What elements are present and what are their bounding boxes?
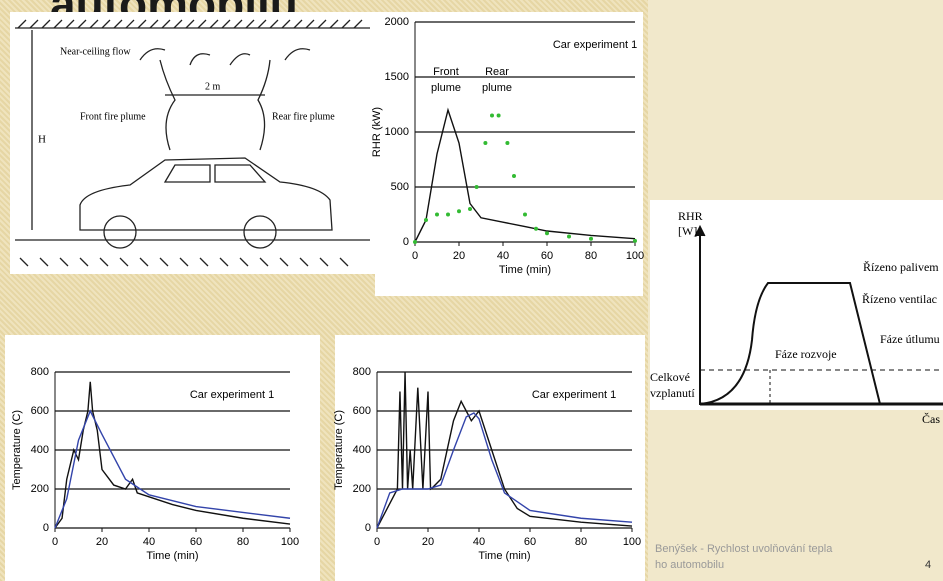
x-tick-label: 20: [453, 250, 465, 262]
x-tick-label: 80: [575, 536, 587, 548]
x-tick-label: 100: [281, 536, 299, 548]
y-tick-label: 400: [353, 444, 371, 456]
y-tick-label: 200: [353, 483, 371, 495]
phase-label: vzplanutí: [650, 386, 695, 400]
diagram-label: H: [38, 134, 46, 146]
x-tick-label: 80: [585, 250, 597, 262]
data-point: [496, 113, 501, 118]
y-axis-label: Temperature (C): [11, 410, 23, 490]
chart-bg: [5, 335, 320, 581]
phase-label: Fáze rozvoje: [775, 347, 837, 361]
x-tick-label: 40: [497, 250, 509, 262]
y-tick-label: 1000: [385, 126, 409, 138]
diagram-label: Near-ceiling flow: [60, 46, 131, 57]
chart-bg: [335, 335, 645, 581]
x-axis-label: Time (min): [146, 550, 198, 562]
y-axis-label: Temperature (C): [333, 410, 345, 490]
y-tick-label: 600: [31, 405, 49, 417]
annotation: plume: [431, 82, 461, 94]
chart-bg: [375, 12, 643, 296]
data-point: [424, 218, 428, 222]
phase-label: Řízeno ventilac: [862, 292, 937, 306]
series-line: [54, 409, 291, 529]
y-tick-label: 0: [365, 522, 371, 534]
page-number: 4: [925, 559, 931, 571]
phase-label: [W]: [678, 224, 697, 238]
data-point: [457, 209, 461, 214]
x-tick-label: 0: [52, 536, 58, 548]
data-point: [446, 212, 450, 217]
chart-title: Car experiment 1: [190, 389, 274, 401]
footer: ho automobilu: [655, 559, 724, 571]
y-tick-label: 800: [353, 366, 371, 378]
y-tick-label: 1500: [385, 71, 409, 83]
data-point: [545, 231, 549, 236]
annotation: Front: [433, 66, 459, 78]
data-point: [474, 185, 479, 189]
y-axis-label: RHR (kW): [371, 107, 383, 157]
x-tick-label: 0: [412, 250, 418, 262]
y-tick-label: 2000: [385, 16, 409, 28]
data-point: [589, 236, 593, 241]
phase-label: Celkové: [650, 370, 690, 384]
x-axis-label: Time (min): [478, 550, 530, 562]
annotation: Rear: [485, 66, 509, 78]
y-tick-label: 500: [391, 181, 409, 193]
footer: Benýšek - Rychlost uvolňování tepla: [655, 543, 833, 555]
data-point: [505, 141, 510, 145]
phase-drawing: [694, 224, 943, 406]
data-point: [413, 240, 417, 244]
x-axis-label: Time (min): [499, 264, 551, 276]
diagram-drawing: [15, 19, 370, 267]
y-tick-label: 0: [43, 522, 49, 534]
series-line: [414, 107, 636, 243]
x-tick-label: 100: [623, 536, 641, 548]
data-point: [483, 141, 488, 145]
chart-title: Car experiment 1: [532, 389, 616, 401]
data-point: [512, 174, 516, 178]
x-tick-label: 100: [626, 250, 644, 262]
x-tick-label: 40: [143, 536, 155, 548]
diagram-label: Rear fire plume: [272, 111, 335, 122]
y-tick-label: 0: [403, 236, 409, 248]
data-point: [468, 207, 472, 211]
y-tick-label: 600: [353, 405, 371, 417]
y-tick-label: 200: [31, 483, 49, 495]
x-tick-label: 40: [473, 536, 485, 548]
data-point: [435, 212, 439, 217]
chart-title: Car experiment 1: [553, 39, 637, 51]
y-tick-label: 800: [31, 366, 49, 378]
x-tick-label: 60: [190, 536, 202, 548]
data-point: [534, 226, 538, 231]
data-point: [490, 113, 494, 118]
series-line: [54, 381, 291, 529]
series-line: [376, 412, 633, 529]
data-point: [523, 212, 527, 217]
phase-label: Čas: [922, 412, 940, 426]
x-tick-label: 20: [422, 536, 434, 548]
phase-label: Řízeno palivem: [863, 260, 939, 274]
x-tick-label: 20: [96, 536, 108, 548]
data-point: [567, 234, 571, 239]
data-point: [633, 238, 637, 243]
diagram-label: 2 m: [205, 81, 221, 92]
y-tick-label: 400: [31, 444, 49, 456]
x-tick-label: 0: [374, 536, 380, 548]
x-tick-label: 60: [541, 250, 553, 262]
annotation: plume: [482, 82, 512, 94]
x-tick-label: 60: [524, 536, 536, 548]
diagram-label: Front fire plume: [80, 111, 146, 122]
phase-label: Fáze útlumu: [880, 332, 940, 346]
x-tick-label: 80: [237, 536, 249, 548]
phase-label: RHR: [678, 209, 703, 223]
